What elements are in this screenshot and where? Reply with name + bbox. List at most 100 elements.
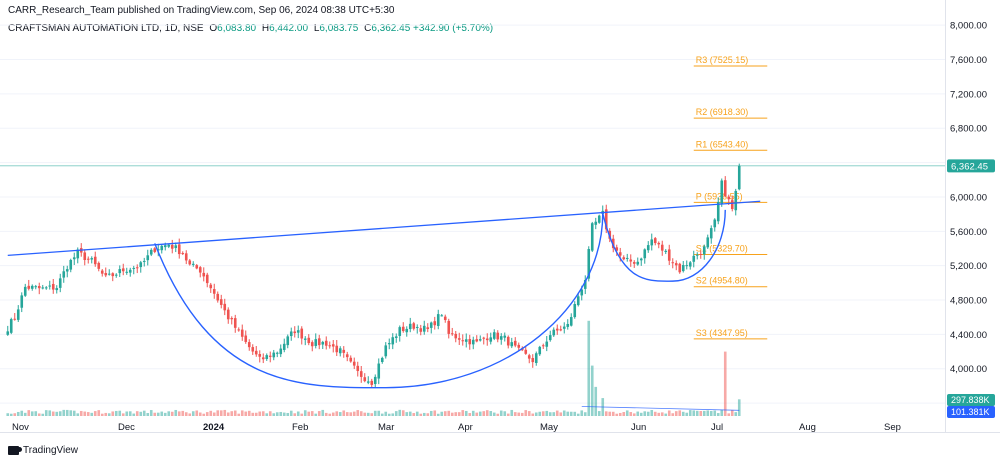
candle-body (713, 219, 717, 228)
volume-bar (618, 412, 622, 416)
high-value: 6,442.00 (269, 23, 309, 34)
volume-bar (412, 413, 416, 416)
volume-bar (254, 412, 258, 416)
last-price-label: 6,362.45 (951, 161, 988, 172)
candle-body (223, 303, 227, 311)
volume-bar (261, 411, 265, 416)
volume-badge (947, 394, 995, 406)
price-tick: 4,800.00 (950, 296, 987, 307)
volume-bar (205, 412, 209, 416)
candle-body (597, 215, 601, 223)
volume-bar (181, 410, 185, 416)
drawings[interactable] (7, 200, 761, 389)
candle-body (727, 196, 731, 200)
candle-body (282, 343, 286, 350)
candle-body (622, 257, 626, 260)
price-axis[interactable]: 8,000.007,600.007,200.006,800.006,400.00… (945, 0, 996, 432)
open-label: O (209, 23, 218, 34)
candle-body (422, 325, 426, 332)
volume-bar (503, 411, 507, 416)
candle-body (90, 258, 94, 260)
candle-body (730, 200, 734, 210)
candle-body (611, 238, 615, 249)
candle-body (86, 258, 90, 260)
candle-body (44, 287, 48, 289)
volume-bar (349, 412, 353, 416)
ohlc-legend: CRAFTSMAN AUTOMATION LTD, 1D, NSE O6,083… (8, 23, 938, 35)
volume-bar (286, 412, 290, 416)
candle-body (573, 304, 577, 318)
volume-bar (356, 410, 360, 416)
volume-bar (184, 412, 188, 416)
change-value: +342.90 (+5.70%) (413, 23, 494, 34)
volume-bar (667, 410, 671, 416)
candle-body (531, 358, 535, 363)
candle-body (198, 267, 202, 273)
volume-bar (58, 411, 62, 416)
candle-body (156, 249, 160, 251)
handle-curve (602, 209, 726, 282)
candle-body (657, 242, 661, 245)
pivot-label: S3 (4347.95) (696, 328, 748, 338)
candle-body (9, 319, 13, 333)
volume-bar (142, 410, 146, 416)
candle-body (30, 285, 34, 289)
candle-body (604, 209, 608, 230)
candle-body (310, 342, 314, 347)
time-tick: Mar (378, 422, 394, 433)
candle-body (412, 323, 416, 329)
volume-bar (321, 409, 325, 416)
candle-body (216, 293, 220, 301)
candle-body (20, 295, 24, 308)
candle-body (650, 239, 654, 246)
candle-body (513, 340, 517, 346)
candle-body (426, 327, 430, 330)
volume-bar (240, 410, 244, 416)
candle-body (699, 253, 703, 255)
volume-bar (30, 411, 34, 416)
pivot-label: S1 (5329.70) (696, 244, 748, 254)
candle-body (226, 309, 230, 320)
volume-bar (422, 412, 426, 416)
candle-body (202, 272, 206, 277)
logo-text: TradingView (23, 444, 79, 456)
volume-bar (426, 413, 430, 416)
candle-body (296, 330, 300, 333)
candle-body (660, 244, 664, 251)
candle-body (503, 335, 507, 338)
candle-body (268, 355, 272, 357)
volume-bar (671, 413, 675, 416)
candle-body (34, 286, 38, 288)
candle-body (737, 165, 741, 190)
candle-body (734, 190, 738, 211)
volume-bar (611, 411, 615, 416)
candle-body (436, 314, 440, 326)
volume-bar (454, 412, 458, 416)
candle-body (566, 323, 570, 327)
volume-bar (394, 411, 398, 416)
candle-body (65, 269, 69, 272)
candle-body (384, 345, 388, 357)
candle-body (23, 286, 27, 296)
volume-bar (125, 411, 129, 416)
volume-bar (373, 410, 377, 416)
symbol-name[interactable]: CRAFTSMAN AUTOMATION LTD, 1D, NSE (8, 23, 204, 34)
volume-bar (247, 410, 251, 416)
time-tick: Apr (458, 422, 473, 433)
volume-bar (457, 412, 461, 416)
candle-body (272, 352, 276, 358)
candle-body (524, 349, 528, 354)
volume-bar (660, 412, 664, 416)
tradingview-logo[interactable]: TradingView (8, 443, 78, 457)
time-axis[interactable]: Nov Dec 2024 Feb Mar Apr May Jun Jul Aug Sep (0, 422, 1000, 433)
time-tick: Sep (884, 422, 901, 433)
volume-bar (475, 412, 479, 416)
candle-body (548, 335, 552, 341)
candle-body (716, 201, 720, 222)
candle-body (191, 263, 195, 265)
volume-bar (723, 351, 727, 416)
candle-body (615, 247, 619, 251)
volume-bar (289, 410, 293, 416)
